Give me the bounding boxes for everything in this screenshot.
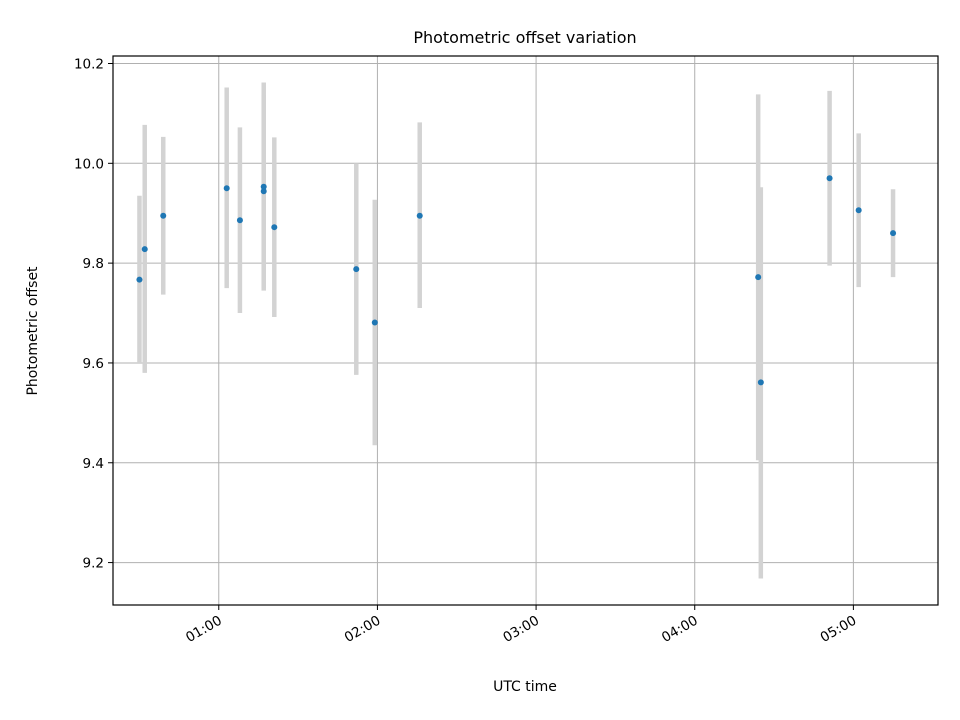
data-point (353, 266, 360, 273)
data-point (271, 224, 278, 231)
y-tick-label: 10.2 (74, 56, 104, 72)
data-point (755, 274, 762, 281)
data-point (826, 175, 833, 182)
data-point (416, 212, 423, 219)
y-axis-label: Photometric offset (25, 266, 41, 396)
chart-title: Photometric offset variation (413, 28, 636, 47)
y-tick-label: 9.6 (83, 356, 104, 372)
y-tick-label: 10.0 (74, 156, 104, 172)
data-point (371, 319, 378, 326)
data-point (890, 230, 897, 237)
data-point (223, 185, 230, 192)
data-point (260, 183, 267, 190)
y-tick-label: 9.2 (83, 556, 104, 572)
data-point (160, 212, 167, 219)
data-point (136, 276, 143, 283)
y-tick-label: 9.8 (83, 256, 104, 272)
plot-frame (112, 55, 939, 606)
data-points (136, 175, 897, 386)
x-axis-label: UTC time (493, 679, 557, 695)
data-point (260, 188, 267, 195)
y-tick-label: 9.4 (83, 456, 104, 472)
data-point (855, 207, 862, 214)
grid (113, 56, 938, 605)
data-point (757, 379, 764, 386)
data-point (141, 246, 148, 253)
data-point (236, 217, 243, 224)
